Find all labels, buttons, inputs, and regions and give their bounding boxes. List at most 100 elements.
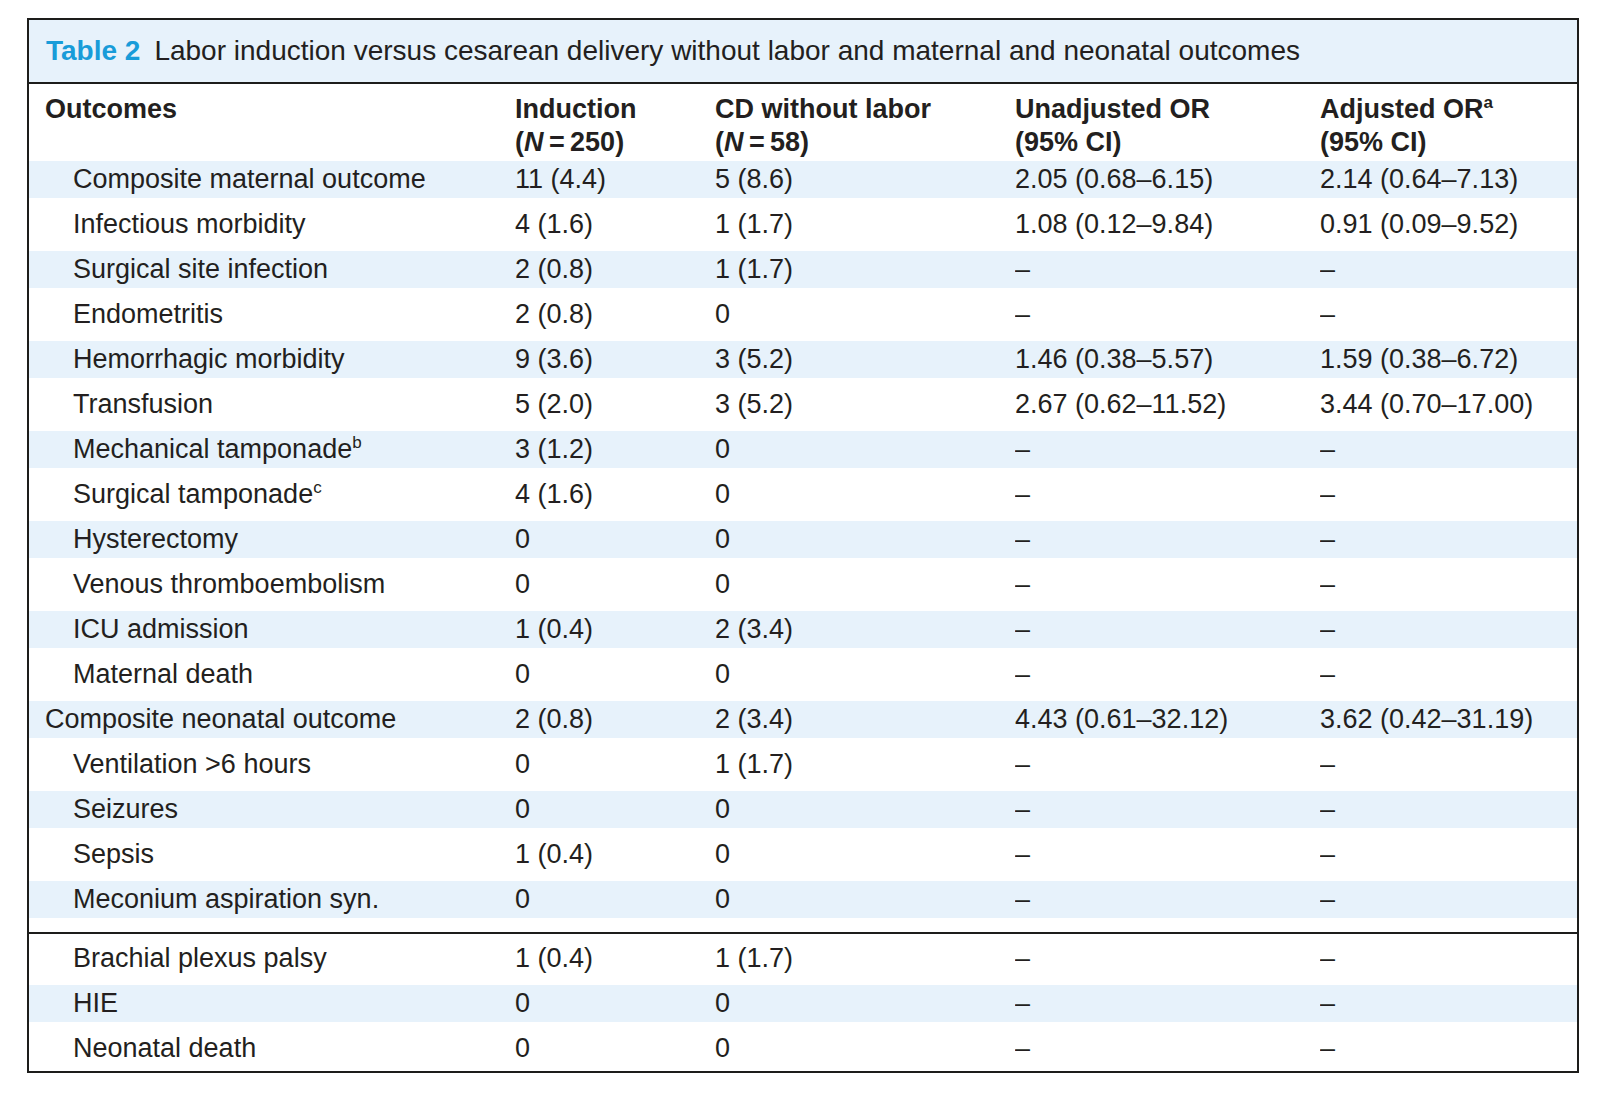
cell-cd-without-labor: 5 (8.6)	[715, 164, 1015, 195]
cell-unadjusted-or: –	[1015, 1033, 1320, 1064]
cell-induction: 4 (1.6)	[515, 209, 715, 240]
table-row: Sepsis 1 (0.4) 0 – –	[29, 832, 1577, 877]
table-row: Transfusion 5 (2.0) 3 (5.2) 2.67 (0.62–1…	[29, 382, 1577, 427]
table-row: Venous thromboembolism 0 0 – –	[29, 562, 1577, 607]
cell-adjusted-or: 0.91 (0.09–9.52)	[1320, 209, 1577, 240]
cell-cd-without-labor: 1 (1.7)	[715, 254, 1015, 285]
outcome-label: Maternal death	[45, 659, 253, 690]
cell-induction: 1 (0.4)	[515, 839, 715, 870]
cell-induction: 2 (0.8)	[515, 299, 715, 330]
cell-outcome: Seizures	[29, 794, 515, 825]
table-row: Infectious morbidity 4 (1.6) 1 (1.7) 1.0…	[29, 202, 1577, 247]
cell-induction: 4 (1.6)	[515, 479, 715, 510]
cell-induction: 3 (1.2)	[515, 434, 715, 465]
cell-outcome: Endometritis	[29, 299, 515, 330]
table-caption-bar: Table 2 Labor induction versus cesarean …	[29, 20, 1577, 84]
cell-adjusted-or: –	[1320, 839, 1577, 870]
cell-cd-without-labor: 1 (1.7)	[715, 943, 1015, 974]
cell-unadjusted-or: –	[1015, 884, 1320, 915]
table-row: Meconium aspiration syn. 0 0 – –	[29, 877, 1577, 922]
cell-induction: 5 (2.0)	[515, 389, 715, 420]
outcome-label: Endometritis	[45, 299, 223, 330]
cell-adjusted-or: –	[1320, 299, 1577, 330]
cell-outcome: Mechanical tamponadeb	[29, 434, 515, 465]
outcome-footnote-marker: c	[313, 479, 322, 497]
cell-cd-without-labor: 0	[715, 884, 1015, 915]
cell-adjusted-or: –	[1320, 434, 1577, 465]
cell-cd-without-labor: 0	[715, 479, 1015, 510]
cell-cd-without-labor: 1 (1.7)	[715, 209, 1015, 240]
cell-outcome: Transfusion	[29, 389, 515, 420]
cell-induction: 0	[515, 659, 715, 690]
cell-cd-without-labor: 0	[715, 839, 1015, 870]
cell-cd-without-labor: 2 (3.4)	[715, 704, 1015, 735]
table-row: Hemorrhagic morbidity 9 (3.6) 3 (5.2) 1.…	[29, 337, 1577, 382]
cell-outcome: Maternal death	[29, 659, 515, 690]
cell-outcome: Surgical site infection	[29, 254, 515, 285]
outcome-label: Meconium aspiration syn.	[45, 884, 379, 915]
table-body-part1: Composite maternal outcome 11 (4.4) 5 (8…	[29, 157, 1577, 922]
cell-cd-without-labor: 3 (5.2)	[715, 344, 1015, 375]
cell-outcome: Brachial plexus palsy	[29, 943, 515, 974]
cell-induction: 11 (4.4)	[515, 164, 715, 195]
cell-adjusted-or: –	[1320, 569, 1577, 600]
cell-induction: 0	[515, 749, 715, 780]
outcome-label: Brachial plexus palsy	[45, 943, 327, 974]
cell-outcome: Ventilation >6 hours	[29, 749, 515, 780]
cell-adjusted-or: –	[1320, 794, 1577, 825]
col-header-adjusted-or: Adjusted ORa (95% CI)	[1320, 91, 1577, 157]
table-row: Composite neonatal outcome 2 (0.8) 2 (3.…	[29, 697, 1577, 742]
cell-adjusted-or: –	[1320, 943, 1577, 974]
col-header-cd-n: (N = 58)	[715, 127, 809, 157]
cell-unadjusted-or: 2.67 (0.62–11.52)	[1015, 389, 1320, 420]
cell-induction: 1 (0.4)	[515, 614, 715, 645]
cell-unadjusted-or: –	[1015, 659, 1320, 690]
table-row: Neonatal death 0 0 – –	[29, 1026, 1577, 1071]
col-header-adjusted-or-ci: (95% CI)	[1320, 127, 1427, 157]
cell-unadjusted-or: –	[1015, 524, 1320, 555]
table-row: Seizures 0 0 – –	[29, 787, 1577, 832]
cell-adjusted-or: 3.44 (0.70–17.00)	[1320, 389, 1577, 420]
outcome-label: Hysterectomy	[45, 524, 238, 555]
cell-unadjusted-or: 1.08 (0.12–9.84)	[1015, 209, 1320, 240]
cell-induction: 0	[515, 794, 715, 825]
col-header-unadjusted-or-label: Unadjusted OR	[1015, 94, 1210, 124]
cell-unadjusted-or: 2.05 (0.68–6.15)	[1015, 164, 1320, 195]
outcome-label: Sepsis	[45, 839, 154, 870]
col-header-adjusted-or-label: Adjusted ORa	[1320, 94, 1493, 124]
outcome-label: HIE	[45, 988, 118, 1019]
col-header-outcomes-label: Outcomes	[45, 94, 177, 124]
cell-cd-without-labor: 0	[715, 1033, 1015, 1064]
cell-unadjusted-or: –	[1015, 299, 1320, 330]
cell-adjusted-or: –	[1320, 988, 1577, 1019]
cell-unadjusted-or: –	[1015, 943, 1320, 974]
cell-induction: 0	[515, 884, 715, 915]
col-header-induction-label: Induction	[515, 94, 636, 124]
outcome-label: Surgical tamponadec	[45, 479, 322, 510]
cell-induction: 0	[515, 988, 715, 1019]
cell-outcome: Hysterectomy	[29, 524, 515, 555]
cell-adjusted-or: 3.62 (0.42–31.19)	[1320, 704, 1577, 735]
cell-cd-without-labor: 0	[715, 569, 1015, 600]
cell-outcome: Infectious morbidity	[29, 209, 515, 240]
cell-outcome: ICU admission	[29, 614, 515, 645]
col-header-cd-without-labor: CD without labor (N = 58)	[715, 91, 1015, 157]
cell-induction: 0	[515, 524, 715, 555]
outcome-label: Mechanical tamponadeb	[45, 434, 362, 465]
adjusted-or-footnote-marker: a	[1484, 93, 1493, 112]
cell-outcome: Neonatal death	[29, 1033, 515, 1064]
table-row: HIE 0 0 – –	[29, 981, 1577, 1026]
outcome-label: ICU admission	[45, 614, 249, 645]
table-title: Labor induction versus cesarean delivery…	[154, 35, 1300, 67]
cell-cd-without-labor: 0	[715, 524, 1015, 555]
cell-outcome: Surgical tamponadec	[29, 479, 515, 510]
outcome-footnote-marker: b	[352, 434, 361, 452]
col-header-cd-label: CD without labor	[715, 94, 931, 124]
cell-induction: 2 (0.8)	[515, 254, 715, 285]
table-row: Endometritis 2 (0.8) 0 – –	[29, 292, 1577, 337]
cell-induction: 1 (0.4)	[515, 943, 715, 974]
table-body-part2: Brachial plexus palsy 1 (0.4) 1 (1.7) – …	[29, 936, 1577, 1071]
cell-adjusted-or: –	[1320, 524, 1577, 555]
col-header-induction-n: (N = 250)	[515, 127, 624, 157]
table-row: Ventilation >6 hours 0 1 (1.7) – –	[29, 742, 1577, 787]
